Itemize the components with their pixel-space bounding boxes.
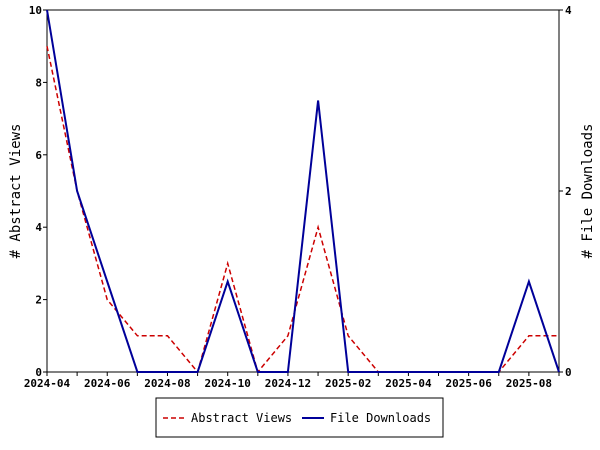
- x-tick-label: 2024-06: [84, 377, 131, 390]
- y2-tick-label: 0: [565, 366, 572, 379]
- x-tick-label: 2024-04: [24, 377, 71, 390]
- legend-box: [155, 397, 444, 438]
- y-tick-label: 6: [35, 149, 42, 162]
- y2-tick-label: 4: [565, 4, 572, 17]
- y-axis-left: 0 2 4 6 8 10: [29, 4, 47, 379]
- y-tick-label: 4: [35, 221, 42, 234]
- y2-axis-title: # File Downloads: [580, 124, 596, 259]
- x-tick-label: 2024-12: [265, 377, 311, 390]
- y-tick-label: 8: [35, 76, 42, 89]
- y-tick-label: 0: [35, 366, 42, 379]
- x-tick-label: 2024-10: [205, 377, 251, 390]
- y-axis-title: # Abstract Views: [8, 124, 24, 259]
- y-tick-label: 10: [29, 4, 42, 17]
- plot-border: [46, 9, 560, 373]
- x-tick-label: 2025-08: [506, 377, 552, 390]
- y-axis-right: 0 2 4: [559, 4, 572, 379]
- x-tick-label: 2024-08: [144, 377, 190, 390]
- x-axis: 2024-04 2024-06 2024-08 2024-10 2024-12 2025-…: [24, 372, 560, 390]
- legend-label-file-downloads: File Downloads: [330, 411, 431, 425]
- y-tick-label: 2: [35, 294, 42, 307]
- series-line-abstract-views: [46, 46, 559, 374]
- x-tick-label: 2025-02: [325, 377, 371, 390]
- x-tick-label: 2025-06: [445, 377, 492, 390]
- legend-label-abstract-views: Abstract Views: [191, 411, 292, 425]
- x-tick-label: 2025-04: [385, 377, 432, 390]
- series-line-file-downloads: [46, 9, 560, 373]
- y2-tick-label: 2: [565, 185, 572, 198]
- series-layer: [46, 9, 560, 374]
- plot-frame: [46, 9, 560, 373]
- legend: Abstract Views File Downloads: [155, 397, 444, 438]
